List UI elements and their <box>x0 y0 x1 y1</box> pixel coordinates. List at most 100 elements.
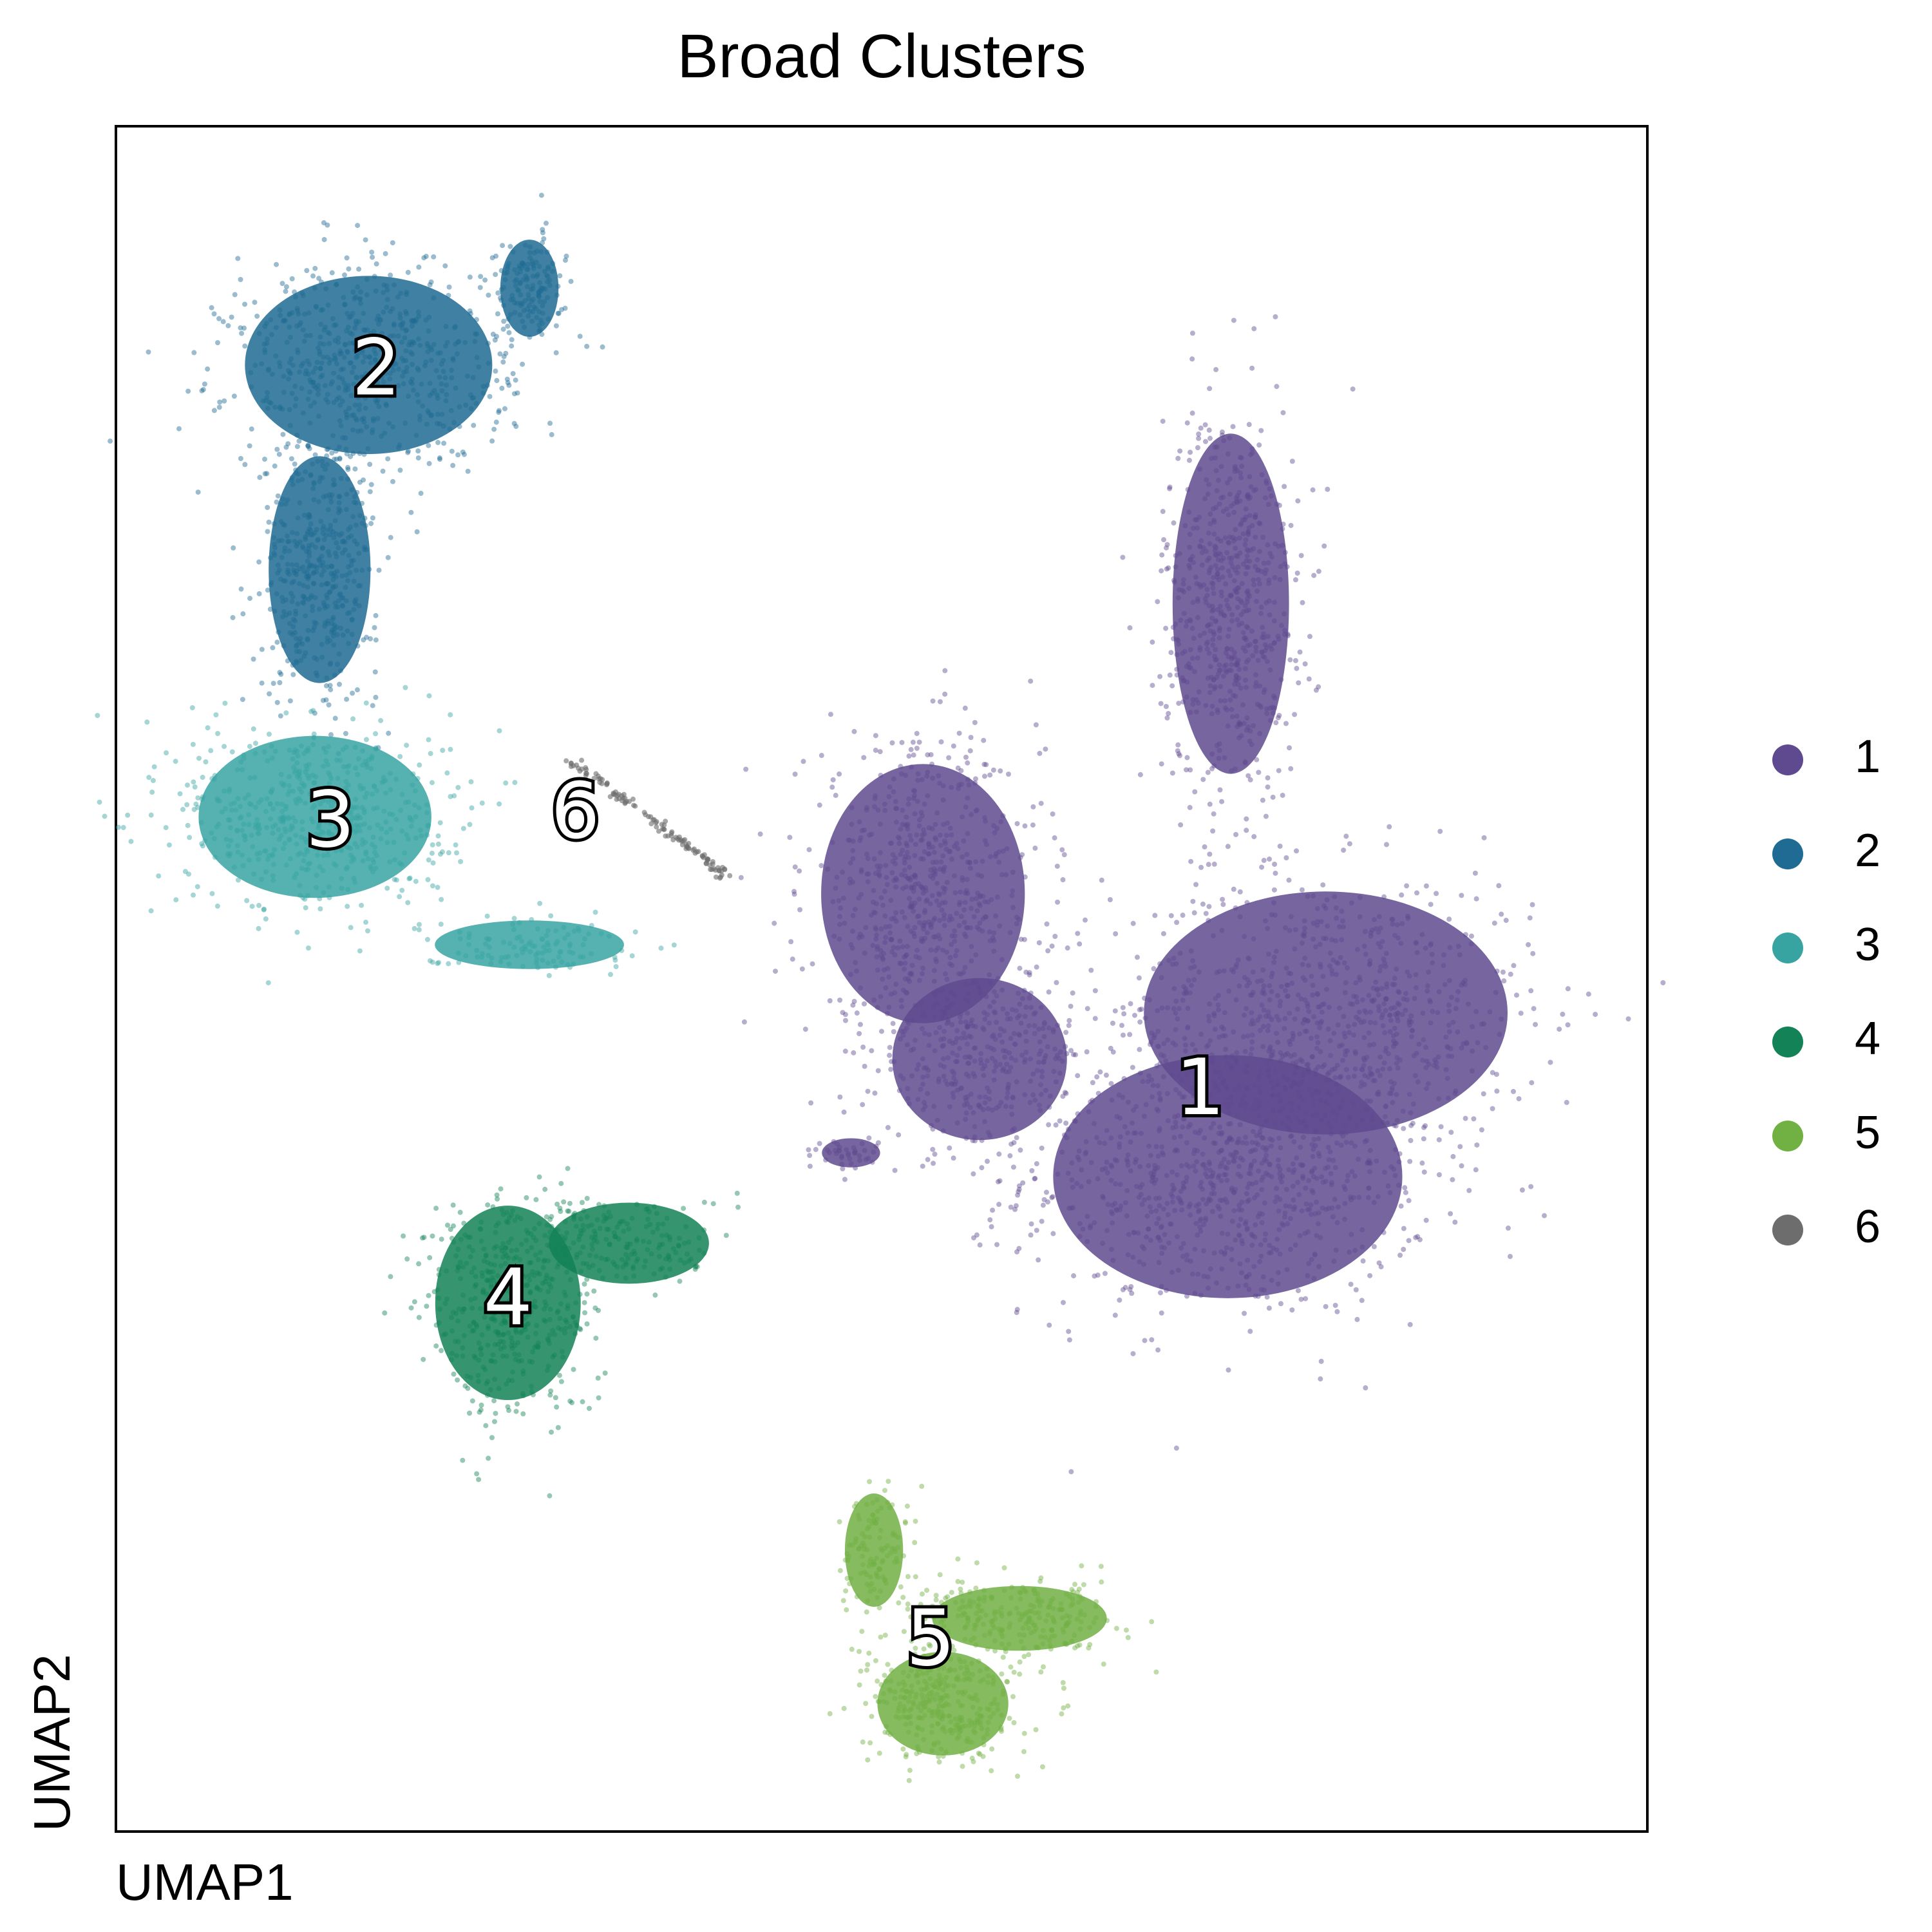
data-point <box>1232 1154 1238 1160</box>
data-point <box>1138 1191 1144 1197</box>
data-point <box>337 508 343 514</box>
data-point <box>1160 1151 1166 1157</box>
data-point <box>1382 960 1388 966</box>
data-point <box>198 819 204 825</box>
data-point <box>1240 1157 1245 1163</box>
data-point <box>1347 1114 1353 1120</box>
data-point <box>1155 1083 1161 1088</box>
data-point <box>1447 945 1453 951</box>
data-point <box>417 413 422 419</box>
data-point <box>272 847 278 853</box>
data-point <box>930 698 936 704</box>
data-point <box>1220 1198 1226 1204</box>
data-point <box>1218 1160 1224 1166</box>
data-point <box>1274 1194 1280 1200</box>
data-point <box>1164 1200 1170 1206</box>
data-point <box>1142 1338 1148 1343</box>
data-point <box>292 294 298 299</box>
data-point <box>345 611 350 616</box>
data-point <box>1256 1211 1262 1217</box>
data-point <box>1113 1181 1119 1187</box>
data-point <box>1294 1180 1300 1186</box>
data-point <box>493 368 498 374</box>
data-point <box>878 772 884 778</box>
data-point <box>924 930 930 936</box>
data-point <box>1211 531 1217 537</box>
data-point <box>1365 1160 1371 1166</box>
data-point <box>1228 503 1234 509</box>
data-point <box>853 960 858 965</box>
data-point <box>1210 637 1216 643</box>
data-point <box>1133 1130 1139 1136</box>
data-point <box>326 744 332 750</box>
data-point <box>299 386 305 392</box>
data-point <box>268 317 274 323</box>
data-point <box>1102 1271 1108 1276</box>
data-point <box>924 773 930 779</box>
data-point <box>330 577 336 583</box>
data-point <box>1239 1098 1245 1104</box>
data-point <box>1450 1019 1456 1025</box>
data-point <box>841 1109 847 1115</box>
data-point <box>1137 1164 1143 1170</box>
data-point <box>823 1157 829 1163</box>
data-point <box>254 817 260 822</box>
data-point <box>1229 1257 1235 1263</box>
data-point <box>1308 1036 1314 1041</box>
data-point <box>1366 1030 1372 1036</box>
data-point <box>1022 1014 1028 1019</box>
data-point <box>1223 581 1229 587</box>
data-point <box>1178 822 1184 828</box>
data-point <box>435 440 441 446</box>
data-point <box>325 507 331 513</box>
data-point <box>246 822 252 828</box>
data-point <box>1248 451 1254 457</box>
data-point <box>1352 1173 1358 1179</box>
data-point <box>439 388 445 393</box>
data-point <box>1151 1172 1157 1178</box>
data-point <box>264 825 270 831</box>
data-point <box>285 567 291 573</box>
data-point <box>1221 1026 1227 1032</box>
data-point <box>1236 622 1242 628</box>
data-point <box>1423 1045 1429 1050</box>
data-point <box>1198 1293 1204 1298</box>
data-point <box>1316 569 1321 574</box>
data-point <box>1354 999 1360 1005</box>
data-point <box>357 451 363 457</box>
data-point <box>1174 652 1180 658</box>
data-point <box>1243 506 1249 512</box>
data-point <box>993 913 999 919</box>
data-point <box>905 1086 911 1092</box>
data-point <box>1387 1012 1393 1018</box>
data-point <box>1211 1121 1217 1126</box>
data-point <box>1055 1023 1061 1028</box>
data-point <box>1233 831 1239 837</box>
data-point <box>1392 1173 1398 1179</box>
data-point <box>1178 1133 1184 1139</box>
data-point <box>1142 996 1148 1001</box>
data-point <box>1248 1163 1254 1169</box>
data-point <box>1305 1066 1311 1072</box>
data-point <box>827 998 833 1003</box>
data-point <box>1274 1236 1280 1242</box>
data-point <box>1394 1040 1399 1046</box>
data-point <box>316 606 322 612</box>
data-point <box>1200 901 1206 907</box>
data-point <box>1236 735 1242 741</box>
data-point <box>1233 693 1238 699</box>
data-point <box>1233 905 1238 911</box>
data-point <box>1061 852 1067 858</box>
data-point <box>453 324 459 330</box>
data-point <box>1190 958 1196 963</box>
data-point <box>941 822 947 828</box>
data-point <box>1137 1046 1142 1052</box>
data-point <box>1208 1125 1214 1131</box>
data-point <box>1316 1153 1322 1159</box>
data-point <box>1172 1208 1178 1213</box>
data-point <box>858 835 864 840</box>
data-point <box>345 628 350 634</box>
data-point <box>893 918 899 924</box>
data-point <box>1293 577 1298 583</box>
data-point <box>1398 940 1404 946</box>
